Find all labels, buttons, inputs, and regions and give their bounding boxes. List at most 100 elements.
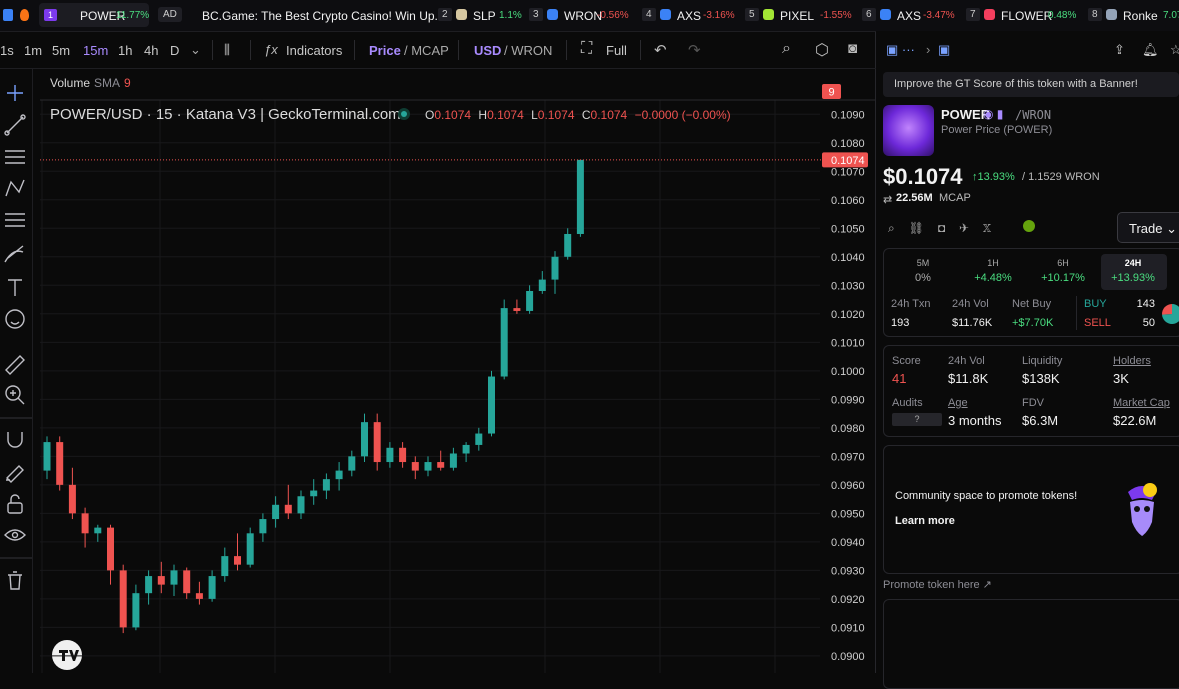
interval[interactable]: 5m [52, 43, 71, 58]
alert[interactable]: 🔔︎ [1142, 42, 1159, 57]
rank: 5 [745, 8, 759, 21]
candle-body [284, 504, 292, 514]
candle-body [475, 433, 483, 445]
symbol[interactable]: SLP [473, 9, 496, 23]
banner[interactable]: Improve the GT Score of this token with … [883, 72, 1179, 97]
txn: 193 [891, 317, 910, 329]
candle-body [576, 159, 584, 234]
symbol[interactable]: WRON [564, 9, 602, 23]
ad-text[interactable]: BC.Game: The Best Crypto Casino! Win Up.… [202, 9, 445, 23]
o-value: 0.1074 [434, 108, 471, 122]
c-label: C [582, 108, 591, 122]
candle-body [373, 422, 381, 463]
promo-text: Community space to promote tokens! [895, 490, 1078, 502]
price-toggle[interactable]: Price [369, 43, 401, 58]
vertical-grid [41, 100, 776, 673]
volume-label: Volume [50, 76, 90, 90]
dropdown[interactable]: ⌄ [190, 42, 201, 57]
divider [566, 40, 567, 60]
ohlc-legend: O0.1074 H0.1074 L0.1074 C0.1074 −0.0000 … [425, 108, 731, 122]
interval[interactable]: 15m [83, 43, 109, 58]
y-tick-label: 0.1080 [831, 138, 865, 150]
zoom[interactable]: ⌕ [782, 40, 791, 57]
info-value: $22.6M [1113, 413, 1157, 428]
info-label: Audits [892, 397, 923, 409]
candle-body [272, 504, 280, 520]
active-ticker[interactable] [39, 3, 149, 27]
interval[interactable]: 4h [144, 43, 159, 58]
empty-card [883, 599, 1179, 689]
interval[interactable]: 1s [0, 43, 14, 58]
candle-body [68, 484, 76, 514]
symbol[interactable]: Ronke [1123, 9, 1158, 23]
social-links[interactable]: ⌕⛓◘✈𝕏 [888, 221, 1006, 235]
symbol[interactable]: AXS [897, 9, 922, 23]
h-label: H [478, 108, 487, 122]
symbol[interactable]: POWER [80, 9, 126, 23]
change: -0.56% [597, 10, 629, 21]
token-icon [547, 9, 558, 20]
trade-button[interactable]: Trade ⌄ [1117, 212, 1179, 243]
y-tick-label: 0.0920 [831, 594, 865, 606]
side-panel: ▣ ··· › ▣ ⇪ 🔔︎ ☆ Improve the GT Score of… [876, 32, 1179, 689]
share[interactable]: ⇪ [1114, 42, 1125, 57]
candle-body [234, 556, 241, 565]
candle-body [564, 233, 572, 257]
token-change: ↑13.93% [972, 171, 1015, 183]
token-logo [883, 105, 934, 156]
redo[interactable]: ↷ [688, 42, 701, 59]
info-label[interactable]: Holders [1113, 355, 1151, 367]
period-label[interactable]: 24H [1124, 258, 1142, 268]
usd-toggle[interactable]: USD [474, 43, 502, 58]
learn-more[interactable]: Learn more [895, 515, 955, 527]
rank: 7 [966, 8, 980, 21]
candle-body [183, 570, 191, 594]
more[interactable]: ☆ [1170, 42, 1179, 57]
wron-toggle[interactable]: / WRON [504, 43, 553, 58]
sell: 50 [1142, 317, 1155, 329]
candle-body [322, 479, 330, 491]
symbol[interactable]: FLOWER [1001, 9, 1053, 23]
symbol[interactable]: PIXEL [780, 9, 815, 23]
status-dot [401, 111, 407, 117]
y-tick-label: 0.0900 [831, 651, 865, 663]
breadcrumb[interactable]: ▣ [938, 42, 951, 57]
period-label[interactable]: 6H [1057, 258, 1069, 268]
o-label: O [425, 108, 434, 122]
y-tick-label: 0.0930 [831, 565, 865, 577]
candle-body [145, 576, 153, 594]
interval[interactable]: 1h [118, 43, 133, 58]
token-price: $0.1074 [883, 164, 963, 189]
social-icon[interactable] [1023, 220, 1035, 232]
change: 0.48% [1048, 10, 1077, 21]
settings[interactable]: ⬡ [815, 42, 829, 59]
period-label[interactable]: 5M [916, 258, 930, 268]
mcap-toggle[interactable]: / MCAP [404, 43, 449, 58]
period-change: +4.48% [974, 272, 1012, 284]
pie-slice [1162, 304, 1172, 315]
info-label[interactable]: Age [948, 397, 968, 409]
candle-body [526, 291, 534, 311]
c-value: 0.1074 [591, 108, 628, 122]
indicators[interactable]: Indicators [286, 43, 343, 58]
full[interactable]: Full [606, 43, 627, 58]
rank: 1 [44, 9, 58, 21]
change: 1.1% [499, 10, 522, 21]
symbol[interactable]: AXS [677, 9, 702, 23]
candle-body [119, 570, 127, 628]
change: -1.55% [820, 10, 852, 21]
info-label[interactable]: Market Cap [1113, 397, 1170, 409]
interval[interactable]: 1m [24, 43, 43, 58]
fx-icon: ƒx [264, 42, 278, 57]
candle-body [335, 470, 343, 480]
promote-link[interactable]: Promote token here ↗ [883, 579, 992, 591]
screenshot[interactable]: ◙ [848, 40, 858, 57]
interval[interactable]: D [170, 43, 180, 58]
period-label[interactable]: 1H [987, 258, 999, 268]
drawing-tools[interactable] [0, 85, 32, 590]
chart-type[interactable]: ⫼ [224, 42, 230, 57]
token-icon [880, 9, 891, 20]
breadcrumb[interactable]: ▣ ··· [886, 42, 915, 57]
candle-body [488, 376, 495, 434]
undo[interactable]: ↶ [654, 42, 667, 59]
